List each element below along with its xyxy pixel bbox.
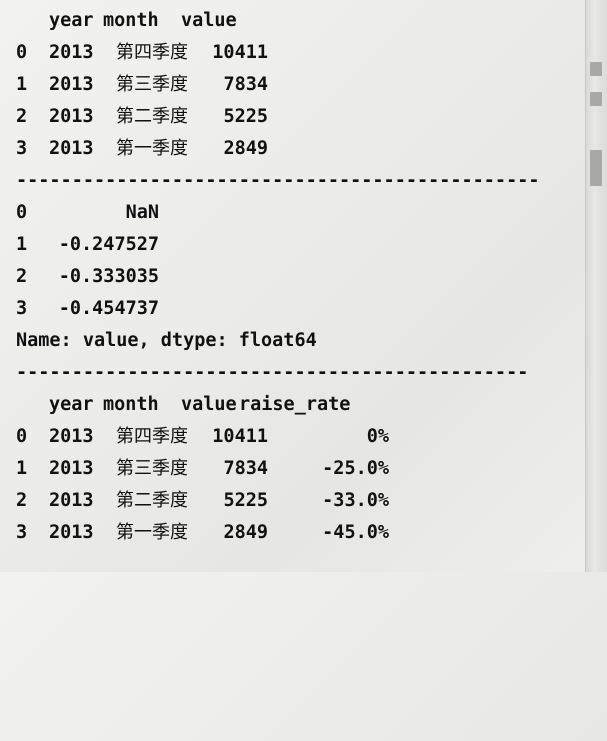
row-index: 0: [16, 42, 28, 63]
row-year: 2013: [49, 74, 94, 95]
table2-header-month: month: [103, 394, 159, 415]
series-row: 3 -0.454737: [16, 293, 576, 325]
table1-header-row: year month value: [16, 5, 576, 37]
row-index: 3: [16, 138, 28, 159]
table2-row: 2 2013 第二季度 5225 -33.0%: [16, 485, 576, 517]
row-value: 7834: [223, 458, 268, 479]
table2-header-value: value: [181, 394, 237, 415]
row-year: 2013: [49, 106, 94, 127]
table2-header-year: year: [49, 394, 94, 415]
row-raise-rate: -33.0%: [322, 490, 389, 511]
side-panel-edge: [585, 0, 607, 572]
row-year: 2013: [49, 490, 94, 511]
row-month: 第二季度: [116, 106, 188, 127]
table2-row: 0 2013 第四季度 10411 0%: [16, 421, 576, 453]
table2-row: 1 2013 第三季度 7834 -25.0%: [16, 453, 576, 485]
row-index: 1: [16, 234, 28, 255]
row-value: -0.247527: [58, 234, 159, 255]
series-row: 1 -0.247527: [16, 229, 576, 261]
row-value: -0.454737: [58, 298, 159, 319]
row-index: 0: [16, 202, 28, 223]
row-value: -0.333035: [58, 266, 159, 287]
separator-line: ----------------------------------------…: [16, 362, 529, 383]
row-month: 第三季度: [116, 458, 188, 479]
row-raise-rate: -25.0%: [322, 458, 389, 479]
series-footer: Name: value, dtype: float64: [16, 330, 317, 351]
series-row: 0 NaN: [16, 197, 576, 229]
row-index: 2: [16, 266, 28, 287]
table1-row: 3 2013 第一季度 2849: [16, 133, 576, 165]
table1-row: 1 2013 第三季度 7834: [16, 69, 576, 101]
row-raise-rate: -45.0%: [322, 522, 389, 543]
panel-tab-mark: [590, 92, 602, 106]
row-value: NaN: [125, 202, 159, 223]
row-value: 7834: [223, 74, 268, 95]
row-year: 2013: [49, 522, 94, 543]
row-value: 10411: [212, 426, 268, 447]
row-index: 2: [16, 490, 28, 511]
series-row: 2 -0.333035: [16, 261, 576, 293]
row-value: 5225: [223, 490, 268, 511]
row-index: 3: [16, 298, 28, 319]
row-index: 0: [16, 426, 28, 447]
row-year: 2013: [49, 138, 94, 159]
row-index: 1: [16, 458, 28, 479]
panel-tab-mark: [590, 150, 602, 186]
row-value: 2849: [223, 138, 268, 159]
row-year: 2013: [49, 458, 94, 479]
table2-header-row: year month value raise_rate: [16, 389, 576, 421]
panel-tab-mark: [590, 62, 602, 76]
row-value: 10411: [212, 42, 268, 63]
row-index: 2: [16, 106, 28, 127]
table2-header-raise-rate: raise_rate: [239, 394, 351, 415]
row-value: 2849: [223, 522, 268, 543]
row-month: 第四季度: [116, 426, 188, 447]
row-month: 第二季度: [116, 490, 188, 511]
console-output: year month value 0 2013 第四季度 10411 1 201…: [16, 5, 576, 549]
row-month: 第一季度: [116, 522, 188, 543]
row-index: 1: [16, 74, 28, 95]
row-index: 3: [16, 522, 28, 543]
table1-header-year: year: [49, 10, 94, 31]
row-raise-rate: 0%: [366, 426, 389, 447]
table1-row: 2 2013 第二季度 5225: [16, 101, 576, 133]
row-month: 第一季度: [116, 138, 188, 159]
table1-header-value: value: [181, 10, 237, 31]
row-month: 第四季度: [116, 42, 188, 63]
table2-row: 3 2013 第一季度 2849 -45.0%: [16, 517, 576, 549]
row-month: 第三季度: [116, 74, 188, 95]
separator-line: ----------------------------------------…: [16, 170, 540, 191]
row-year: 2013: [49, 42, 94, 63]
row-value: 5225: [223, 106, 268, 127]
table1-row: 0 2013 第四季度 10411: [16, 37, 576, 69]
row-year: 2013: [49, 426, 94, 447]
table1-header-month: month: [103, 10, 159, 31]
